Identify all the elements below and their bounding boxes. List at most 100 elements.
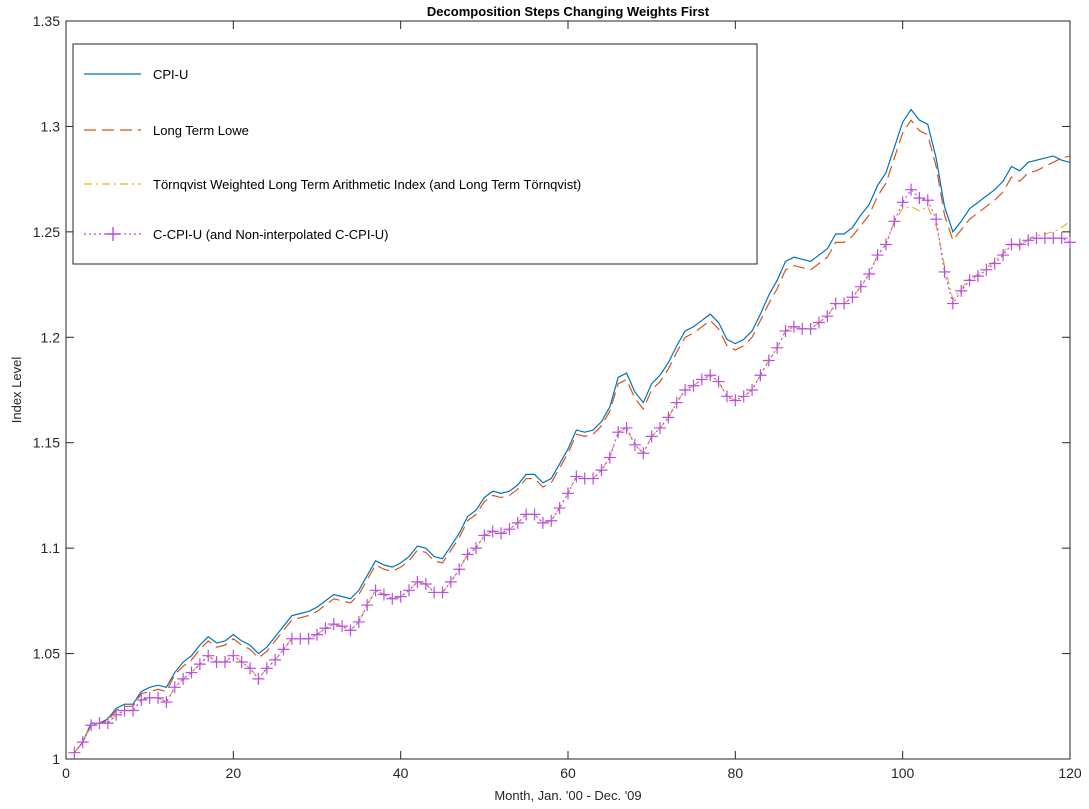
data-point-marker xyxy=(595,464,608,477)
series-layer xyxy=(68,108,1076,759)
data-point-marker xyxy=(344,624,357,637)
data-point-marker xyxy=(110,708,123,721)
data-point-marker xyxy=(411,575,424,588)
chart-title: Decomposition Steps Changing Weights Fir… xyxy=(427,4,710,19)
data-point-marker xyxy=(536,516,549,529)
data-point-marker xyxy=(879,238,892,251)
data-point-marker xyxy=(587,472,600,485)
data-point-marker xyxy=(704,369,717,382)
series-line xyxy=(73,108,1071,754)
data-point-marker xyxy=(854,280,867,293)
x-tick-label: 40 xyxy=(393,765,409,781)
data-point-marker xyxy=(193,658,206,671)
data-point-marker xyxy=(670,396,683,409)
data-point-marker xyxy=(269,653,282,666)
x-tick-label: 100 xyxy=(891,765,915,781)
data-point-marker xyxy=(905,183,918,196)
data-point-marker xyxy=(720,390,733,403)
legend: CPI-U Long Term Lowe Törnqvist Weighted Lo… xyxy=(72,43,758,265)
data-point-marker xyxy=(168,681,181,694)
data-point-marker xyxy=(787,320,800,333)
x-axis-label: Month, Jan. '00 - Dec. '09 xyxy=(494,788,641,803)
data-point-marker xyxy=(495,527,508,540)
data-point-marker xyxy=(871,249,884,262)
y-tick-label: 1.05 xyxy=(33,646,60,662)
data-point-marker xyxy=(679,384,692,396)
data-point-marker xyxy=(562,487,574,500)
data-point-marker xyxy=(997,249,1010,262)
data-point-marker xyxy=(729,394,742,407)
data-point-marker xyxy=(260,662,273,675)
data-point-marker xyxy=(779,324,792,337)
y-tick-label: 1.15 xyxy=(33,435,60,451)
data-point-marker xyxy=(336,620,349,633)
series-2 xyxy=(73,119,1071,754)
x-tick-label: 0 xyxy=(62,765,70,781)
data-point-marker xyxy=(244,662,257,675)
data-point-marker xyxy=(654,421,667,434)
data-point-marker xyxy=(503,523,516,536)
data-point-marker xyxy=(185,666,198,679)
data-point-marker xyxy=(930,213,943,226)
data-point-marker xyxy=(160,696,173,709)
y-tick-label: 1.1 xyxy=(41,540,61,556)
data-point-marker xyxy=(620,421,633,434)
data-point-marker xyxy=(436,586,449,599)
data-point-marker xyxy=(277,643,290,656)
legend-label: CPI-U xyxy=(153,67,188,82)
data-point-marker xyxy=(553,502,566,515)
legend-item: Long Term Lowe xyxy=(84,123,249,138)
data-point-marker xyxy=(361,599,374,612)
data-point-marker xyxy=(963,274,976,287)
legend-label: Long Term Lowe xyxy=(153,123,249,138)
data-point-marker xyxy=(403,584,416,597)
data-point-marker xyxy=(888,215,901,228)
data-point-marker xyxy=(863,268,876,281)
y-tick-label: 1.25 xyxy=(33,224,60,240)
y-tick-label: 1.2 xyxy=(41,329,61,345)
legend-marker xyxy=(106,227,120,241)
data-point-marker xyxy=(754,369,767,382)
y-tick-label: 1 xyxy=(52,751,60,767)
data-point-marker xyxy=(227,649,240,662)
data-point-marker xyxy=(628,438,641,451)
legend-item: C-CPI-U (and Non-interpolated C-CPI-U) xyxy=(84,227,389,242)
data-point-marker xyxy=(68,746,81,759)
series-1 xyxy=(73,108,1071,754)
data-point-marker xyxy=(980,263,993,276)
data-point-marker xyxy=(478,529,491,542)
data-point-marker xyxy=(637,447,650,460)
data-point-marker xyxy=(177,672,190,685)
data-point-marker xyxy=(327,618,340,631)
data-point-marker xyxy=(302,632,315,645)
data-point-marker xyxy=(921,194,934,207)
y-tick-label: 1.3 xyxy=(41,118,61,134)
data-point-marker xyxy=(218,656,231,669)
data-point-marker xyxy=(821,310,834,323)
data-point-marker xyxy=(846,291,859,304)
data-point-marker xyxy=(955,284,968,297)
data-point-marker xyxy=(913,192,926,205)
x-tick-label: 80 xyxy=(728,765,744,781)
data-point-marker xyxy=(838,297,851,310)
data-point-marker xyxy=(737,390,750,403)
axis-ticks: 0 20 40 60 80 100 120 1 1.05 1.1 1.15 1.2 1.25 1.3 1.3… xyxy=(33,13,1082,781)
data-point-marker xyxy=(695,373,708,386)
data-point-marker xyxy=(319,622,332,635)
data-point-marker xyxy=(461,548,474,561)
data-point-marker xyxy=(1013,238,1026,251)
data-point-marker xyxy=(386,592,399,605)
data-point-marker xyxy=(771,341,784,354)
data-point-marker xyxy=(76,736,89,749)
data-point-marker xyxy=(570,470,583,483)
data-point-marker xyxy=(712,375,725,388)
data-point-marker xyxy=(453,563,466,576)
data-point-marker xyxy=(971,270,984,283)
data-point-marker xyxy=(311,628,323,641)
data-point-marker xyxy=(988,257,1001,270)
y-axis-label: Index Level xyxy=(9,357,24,424)
data-point-marker xyxy=(645,430,658,443)
data-point-marker xyxy=(377,588,390,601)
